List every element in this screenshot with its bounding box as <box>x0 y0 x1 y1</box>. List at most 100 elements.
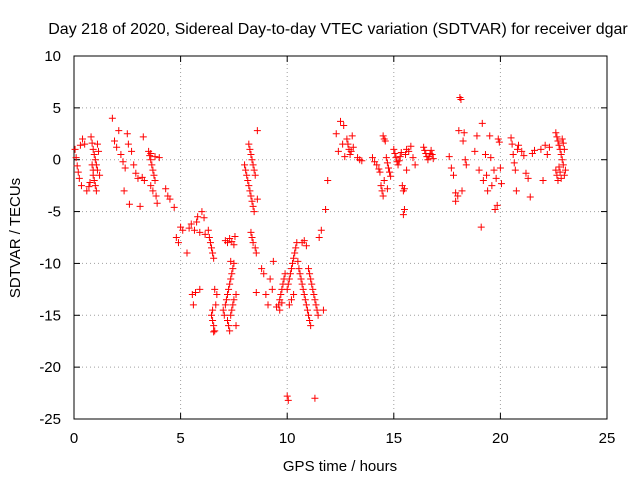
data-point <box>162 185 170 193</box>
y-tick-labels: -25 -20 -15 -10 -5 0 5 10 <box>39 48 61 428</box>
data-point <box>553 133 561 141</box>
data-point <box>391 149 399 157</box>
data-point <box>553 171 561 179</box>
data-point <box>229 265 237 273</box>
data-point <box>290 291 298 299</box>
data-point <box>241 161 249 169</box>
data-point <box>147 182 155 190</box>
data-point <box>187 220 195 228</box>
data-point <box>185 224 193 232</box>
data-point <box>302 301 310 309</box>
data-point <box>251 244 259 252</box>
data-point <box>209 306 217 314</box>
data-point <box>136 202 144 210</box>
data-point <box>301 296 309 304</box>
data-point <box>226 327 234 335</box>
x-axis-label: GPS time / hours <box>283 458 397 475</box>
data-point <box>128 147 136 155</box>
data-points <box>71 93 569 404</box>
data-point <box>399 211 407 219</box>
data-point <box>245 140 253 148</box>
data-point <box>86 179 94 187</box>
x-tick-label: 10 <box>279 430 296 447</box>
data-point <box>462 161 470 169</box>
data-point <box>424 156 432 164</box>
data-point <box>284 396 292 404</box>
grid-lines <box>74 56 607 419</box>
data-point <box>397 148 405 156</box>
data-point <box>179 226 187 234</box>
data-point <box>232 322 240 330</box>
data-point <box>313 306 321 314</box>
data-point <box>194 213 202 221</box>
data-point <box>193 218 201 226</box>
data-point <box>319 306 327 314</box>
data-point <box>130 161 138 169</box>
data-point <box>358 157 366 165</box>
data-point <box>72 154 80 162</box>
data-point <box>510 159 518 167</box>
data-point <box>250 166 258 174</box>
data-point <box>244 176 252 184</box>
data-point <box>552 166 560 174</box>
data-point <box>346 151 354 159</box>
data-point <box>384 164 392 172</box>
data-point <box>554 137 562 145</box>
y-tick-label: 0 <box>53 152 61 169</box>
data-point <box>201 230 209 238</box>
data-point <box>386 168 394 176</box>
data-point <box>396 153 404 161</box>
data-point <box>427 146 435 154</box>
data-point <box>189 301 197 309</box>
data-point <box>447 164 455 172</box>
data-point <box>90 151 98 159</box>
data-point <box>285 275 293 283</box>
data-point <box>311 296 319 304</box>
data-point <box>219 306 227 314</box>
data-point <box>295 265 303 273</box>
data-point <box>368 154 376 162</box>
data-point <box>492 174 500 182</box>
data-point <box>524 174 532 182</box>
data-point <box>555 163 563 171</box>
data-point <box>392 154 400 162</box>
data-point <box>486 132 494 140</box>
data-point <box>300 291 308 299</box>
data-point <box>119 158 127 166</box>
data-point <box>224 291 232 299</box>
data-point <box>375 165 383 173</box>
x-tick-labels: 0 5 10 15 20 25 <box>70 430 616 447</box>
data-point <box>560 145 568 153</box>
data-point <box>213 291 221 299</box>
data-point <box>277 291 285 299</box>
data-point <box>211 285 219 293</box>
data-point <box>190 226 198 234</box>
data-point <box>449 171 457 179</box>
data-point <box>557 174 565 182</box>
data-point <box>494 135 502 143</box>
data-point <box>91 156 99 164</box>
data-point <box>509 151 517 159</box>
data-point <box>73 162 81 170</box>
data-point <box>526 193 534 201</box>
data-point <box>305 311 313 319</box>
data-point <box>249 161 257 169</box>
data-point <box>421 146 429 154</box>
data-point <box>227 311 235 319</box>
data-point <box>297 275 305 283</box>
data-point <box>243 171 251 179</box>
data-point <box>407 142 415 150</box>
data-point <box>543 151 551 159</box>
data-point <box>315 234 323 241</box>
data-point <box>455 127 463 135</box>
data-point <box>394 161 402 169</box>
data-point <box>308 280 316 288</box>
data-point <box>402 151 410 159</box>
data-point <box>400 185 408 193</box>
data-point <box>124 140 132 148</box>
data-point <box>379 192 387 200</box>
data-point <box>332 130 340 138</box>
data-point <box>481 151 489 159</box>
data-point <box>298 280 306 288</box>
